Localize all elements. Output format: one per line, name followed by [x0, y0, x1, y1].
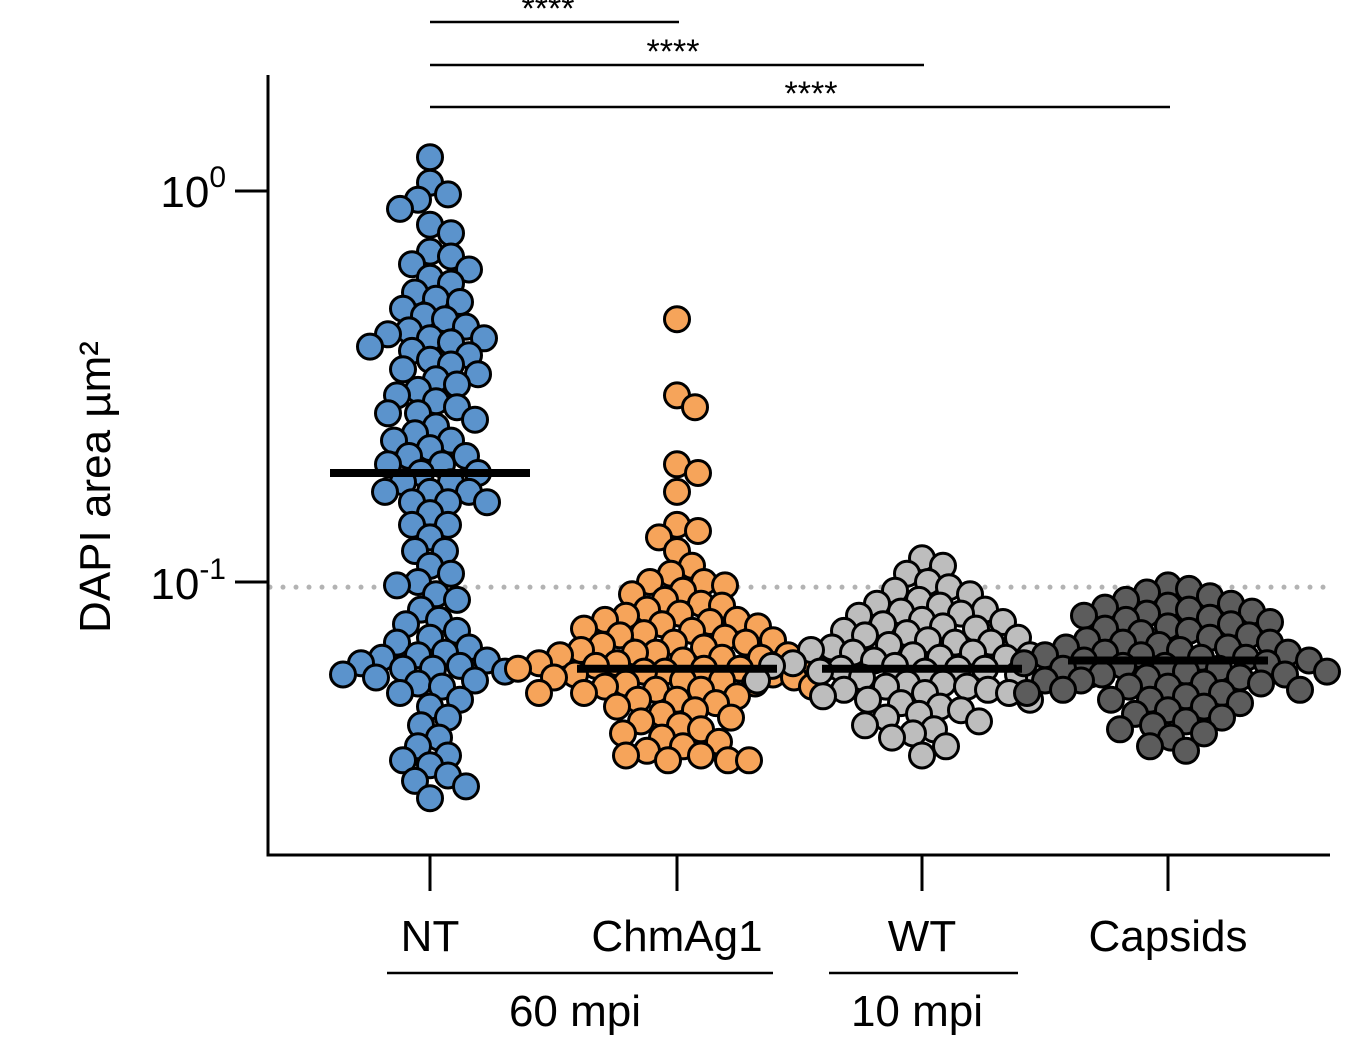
- point-chmag1-0: [663, 305, 691, 334]
- significance-brackets: **** **** ****: [430, 0, 1170, 113]
- point-chmag1-70: [525, 679, 553, 707]
- point-wt-68: [965, 707, 993, 736]
- point-nt-88: [329, 660, 357, 689]
- point-wt-73: [932, 732, 960, 761]
- point-nt-59: [473, 488, 501, 517]
- point-chmag1-5: [663, 477, 691, 506]
- point-nt-6: [437, 219, 465, 248]
- point-nt-69: [383, 571, 411, 600]
- point-capsids-69: [1106, 715, 1134, 744]
- point-capsids-58: [1013, 679, 1041, 707]
- x-tick-label-chmag1: ChmAg1: [591, 912, 762, 961]
- point-capsids-72: [1136, 732, 1164, 761]
- point-chmag1-89: [654, 746, 682, 775]
- point-chmag1-4: [684, 459, 712, 487]
- point-capsids-66: [1208, 703, 1236, 732]
- point-nt-25: [356, 332, 384, 361]
- x-ticks: NT ChmAg1 WT Capsids: [401, 855, 1248, 961]
- points-layer: [329, 143, 1341, 813]
- sig-stars-1: ****: [647, 33, 700, 71]
- point-capsids-52: [1247, 669, 1275, 698]
- point-nt-93: [386, 679, 414, 707]
- point-nt-67: [437, 559, 465, 588]
- y-ticks: 100 10-1: [150, 161, 268, 609]
- point-nt-101: [389, 746, 417, 775]
- y-tick-label-1-base: 10: [150, 560, 199, 609]
- point-chmag1-53: [504, 654, 532, 683]
- group-label-0: 60 mpi: [509, 987, 641, 1036]
- point-chmag1-88: [612, 741, 640, 770]
- point-nt-4: [386, 194, 414, 223]
- x-tick-label-wt: WT: [888, 912, 956, 961]
- x-tick-label-nt: NT: [401, 912, 460, 961]
- point-nt-90: [461, 666, 489, 695]
- sig-stars-2: ****: [785, 75, 838, 113]
- group-labels: 60 mpi 10 mpi: [387, 971, 1018, 1036]
- point-capsids-73: [1172, 736, 1200, 765]
- point-capsids-44: [1313, 657, 1341, 686]
- point-chmag1-91: [735, 746, 763, 775]
- point-nt-89: [362, 663, 390, 692]
- point-wt-74: [908, 741, 936, 770]
- point-nt-2: [434, 180, 462, 209]
- point-wt-69: [851, 711, 879, 740]
- point-nt-40: [461, 405, 489, 434]
- point-nt-39: [374, 399, 402, 428]
- point-capsids-61: [1097, 685, 1125, 714]
- point-capsids-56: [1286, 675, 1314, 704]
- y-axis-label: DAPI area µm²: [71, 341, 120, 633]
- point-nt-104: [401, 766, 429, 795]
- point-nt-106: [416, 784, 444, 813]
- y-tick-label-1-exp: -1: [199, 553, 226, 586]
- point-wt-60: [809, 682, 837, 711]
- sig-stars-0: ****: [522, 0, 575, 28]
- point-wt-72: [878, 723, 906, 752]
- point-chmag1-7: [684, 517, 712, 545]
- point-chmag1-69: [570, 679, 598, 707]
- y-tick-label-0: 100: [160, 161, 226, 217]
- point-nt-0: [416, 143, 444, 172]
- y-tick-label-0-base: 10: [160, 168, 209, 217]
- point-chmag1-75: [603, 692, 631, 721]
- medians-layer: [330, 469, 1268, 673]
- point-capsids-70: [1190, 719, 1218, 748]
- point-capsids-55: [1049, 675, 1077, 704]
- point-nt-71: [443, 585, 471, 614]
- x-tick-label-capsids: Capsids: [1089, 912, 1248, 961]
- group-label-1: 10 mpi: [851, 987, 983, 1036]
- y-tick-label-1: 10-1: [150, 553, 226, 609]
- point-nt-10: [455, 255, 483, 284]
- y-tick-label-0-exp: 0: [209, 161, 226, 194]
- point-nt-105: [452, 772, 480, 801]
- point-chmag1-78: [717, 703, 745, 732]
- point-nt-30: [389, 355, 417, 384]
- point-capsids-62: [1226, 689, 1254, 718]
- point-chmag1-2: [681, 393, 709, 422]
- point-chmag1-87: [687, 741, 715, 770]
- point-nt-56: [371, 477, 399, 506]
